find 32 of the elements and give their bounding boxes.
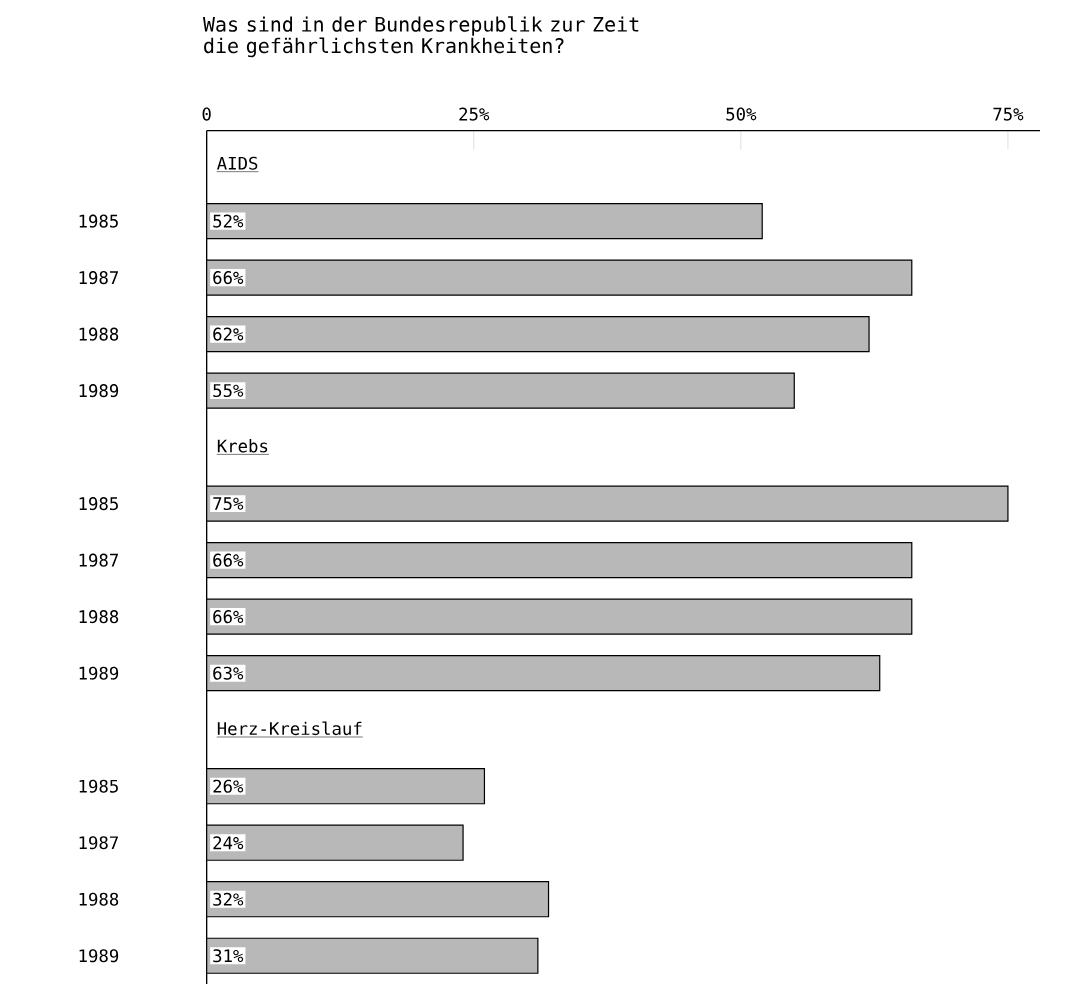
y-tick-label: 1989	[79, 383, 119, 398]
y-tick-label: 1988	[79, 892, 119, 906]
data-label: 62%	[213, 327, 244, 341]
x-tick-label: 50%	[726, 107, 757, 121]
data-label: 66%	[213, 270, 244, 285]
annotation: AIDS	[217, 156, 258, 170]
x-tick-label: 0	[202, 107, 211, 121]
data-label: 75%	[213, 497, 244, 510]
data-label: 26%	[213, 779, 244, 793]
y-tick-label: 1987	[79, 836, 118, 850]
y-tick-label: 1989	[79, 949, 119, 963]
y-tick-label: 1985	[79, 214, 118, 228]
data-label: 66%	[213, 553, 244, 567]
data-label: 31%	[213, 949, 244, 963]
data-label: 24%	[213, 836, 244, 849]
y-tick-label: 1988	[79, 609, 119, 624]
data-label: 63%	[213, 666, 244, 680]
y-tick-label: 1989	[79, 666, 119, 680]
x-tick-label: 75%	[993, 107, 1024, 121]
annotation: Herz-Kreislauf	[217, 721, 362, 735]
y-tick-label: 1988	[79, 327, 119, 341]
annotation: Krebs	[217, 438, 268, 453]
data-label: 32%	[213, 892, 244, 906]
data-label: 66%	[213, 609, 244, 624]
data-label: 52%	[213, 214, 244, 228]
y-tick-label: 1985	[79, 779, 118, 793]
y-tick-label: 1985	[79, 496, 118, 511]
data-label: 55%	[213, 384, 244, 397]
y-tick-label: 1987	[79, 270, 118, 285]
x-tick-label: 25%	[459, 107, 490, 121]
y-tick-label: 1987	[79, 553, 118, 567]
chart-title: Was sind in der Bundesrepublik zur Zeit die gefährlichsten Krankheiten?	[202, 16, 639, 58]
